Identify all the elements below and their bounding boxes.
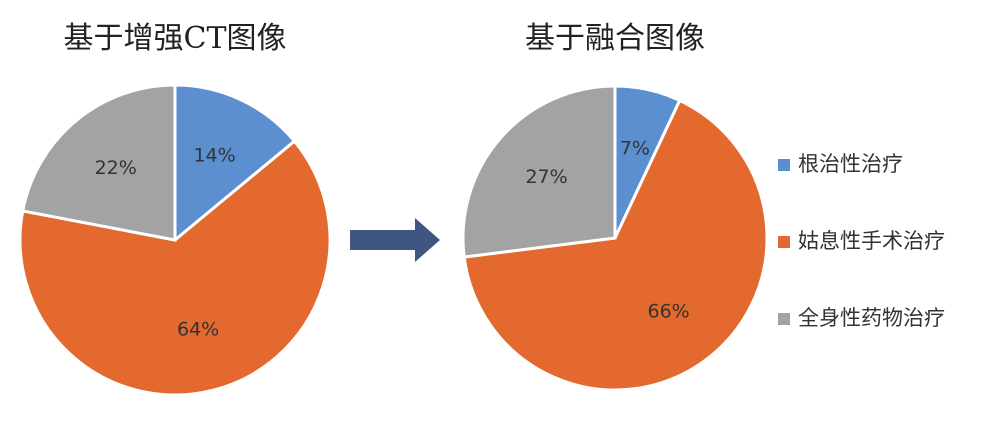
legend-label: 根治性治疗 bbox=[798, 152, 903, 176]
arrow bbox=[350, 218, 440, 262]
pie-slice bbox=[20, 83, 177, 242]
legend-label: 全身性药物治疗 bbox=[798, 306, 945, 330]
value-label: 66% bbox=[647, 300, 689, 322]
chart-title: 基于融合图像 bbox=[525, 21, 705, 56]
legend-label: 姑息性手术治疗 bbox=[798, 229, 945, 253]
legend-swatch bbox=[778, 236, 790, 248]
value-label: 27% bbox=[525, 166, 567, 188]
chart-title: 基于增强CT图像 bbox=[64, 21, 287, 56]
value-label: 14% bbox=[193, 144, 235, 166]
legend-swatch bbox=[778, 313, 790, 325]
pie-slice bbox=[461, 84, 617, 259]
value-label: 64% bbox=[177, 319, 219, 341]
pie-slice bbox=[173, 83, 297, 244]
pie-slice bbox=[462, 98, 769, 392]
value-label: 7% bbox=[620, 137, 650, 159]
legend-swatch bbox=[778, 159, 790, 171]
value-label: 22% bbox=[95, 157, 137, 179]
pie-slice bbox=[18, 139, 332, 397]
